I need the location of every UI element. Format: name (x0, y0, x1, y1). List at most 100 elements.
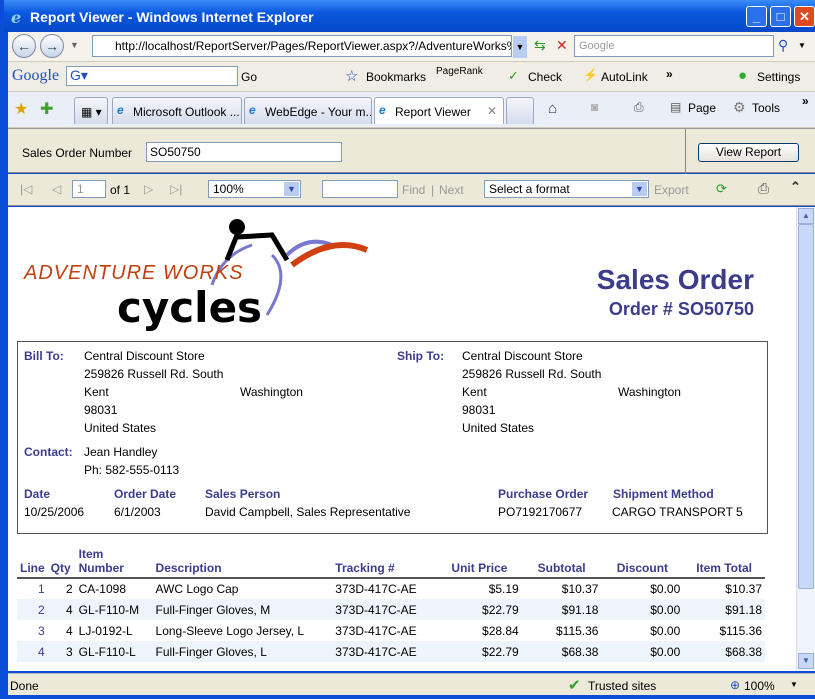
ship-to-label: Ship To: (397, 349, 445, 363)
ship-to-city: Kent (462, 385, 487, 399)
tab-report-viewer[interactable]: e Report Viewer ✕ (374, 97, 504, 124)
url-dropdown-icon[interactable]: ▼ (513, 36, 527, 58)
feeds-icon[interactable]: ◙ (591, 100, 599, 114)
page-menu[interactable]: Page (688, 101, 717, 115)
next-link[interactable]: Next (439, 183, 464, 197)
order-date-value: 6/1/2003 (114, 505, 161, 519)
url-text: http://localhost/ReportServer/Pages/Repo… (115, 39, 512, 53)
close-button[interactable]: ✕ (794, 6, 815, 27)
print-report-icon[interactable]: ⎙ (758, 180, 770, 196)
zoom-select[interactable]: 100% ▼ (208, 180, 301, 198)
security-zone[interactable]: Trusted sites (588, 679, 657, 693)
google-search-input[interactable]: G▾ (66, 66, 238, 86)
check-button[interactable]: Check (528, 70, 563, 84)
close-tab-icon[interactable]: ✕ (486, 104, 497, 118)
star-icon: ☆ (345, 68, 359, 85)
order-date-label: Order Date (114, 487, 177, 501)
collapse-icon[interactable]: ⌃ (790, 179, 801, 194)
table-cell: $22.79 (437, 599, 522, 620)
table-cell: LJ-0192-L (78, 623, 133, 638)
bookmarks-button[interactable]: Bookmarks (366, 70, 427, 84)
previous-page-icon[interactable]: ◁ (52, 182, 62, 196)
forward-button[interactable]: → (40, 34, 64, 58)
scroll-down-button[interactable]: ▼ (798, 653, 814, 669)
wand-icon: ⚡ (583, 68, 598, 82)
add-favorite-icon[interactable]: ✚ (40, 101, 54, 118)
purchase-order-value: PO7192170677 (498, 505, 583, 519)
logo-graphic (210, 219, 369, 316)
tools-menu[interactable]: Tools (752, 101, 781, 115)
next-page-icon[interactable]: ▷ (144, 182, 154, 196)
column-header: Line (17, 545, 48, 579)
view-report-button[interactable]: View Report (698, 143, 799, 162)
go-button[interactable]: Go (241, 70, 258, 84)
vertical-scrollbar[interactable]: ▲ ▼ (796, 207, 815, 671)
column-header: Discount (601, 545, 684, 579)
table-cell: $0.00 (650, 623, 681, 638)
contact-phone: Ph: 582-555-0113 (84, 463, 180, 477)
new-tab-button[interactable] (506, 97, 534, 124)
minimize-button[interactable]: _ (746, 6, 767, 27)
back-button[interactable]: ← (12, 34, 36, 58)
report-toolbar: |◁ ◁ 1 of 1 ▷ ▷| 100% ▼ Find | Next Selec… (8, 174, 815, 206)
url-input[interactable]: http://localhost/ReportServer/Pages/Repo… (92, 35, 512, 57)
pagerank-button[interactable]: PageRank (436, 66, 483, 77)
table-cell: $115.36 (719, 623, 763, 638)
stop-icon[interactable]: ✕ (556, 37, 568, 53)
refresh-icon[interactable]: ⇆ (534, 37, 546, 53)
tab-webedge[interactable]: e WebEdge - Your m... (244, 97, 372, 124)
settings-button[interactable]: Settings (757, 70, 801, 84)
home-icon[interactable]: ⌂ (548, 100, 558, 117)
date-value: 10/25/2006 (24, 505, 85, 519)
scroll-thumb[interactable] (798, 224, 814, 589)
more-chevron-icon[interactable]: » (666, 67, 673, 81)
autolink-button[interactable]: AutoLink (601, 70, 648, 84)
search-icon[interactable]: ⚲ (778, 37, 789, 53)
history-dropdown-icon[interactable]: ▼ (70, 40, 79, 50)
export-link[interactable]: Export (654, 183, 689, 197)
favorites-star-icon[interactable]: ★ (14, 101, 29, 118)
table-cell: $5.19 (488, 582, 519, 596)
column-header: Item Total (683, 545, 765, 579)
parameters-area: Sales Order Number View Report (8, 128, 815, 174)
find-input[interactable] (322, 180, 398, 198)
table-cell: 4 (17, 641, 48, 662)
bill-to-name: Central Discount Store (84, 349, 205, 363)
bill-to-country: United States (84, 421, 157, 435)
scroll-up-button[interactable]: ▲ (798, 208, 814, 224)
find-link[interactable]: Find (402, 183, 426, 197)
ie-icon: e (11, 8, 22, 27)
page-number-input[interactable]: 1 (72, 180, 106, 198)
table-cell: $0.00 (601, 599, 684, 620)
settings-status-icon: ● (738, 67, 748, 84)
report-title: Sales Order (596, 264, 754, 295)
zoom-dropdown-icon[interactable]: ▼ (790, 680, 798, 689)
column-header: Unit Price (437, 545, 522, 579)
search-input[interactable]: Google (574, 35, 774, 57)
table-row: 1 2 CA-1098 AWC Logo Cap 373D-417C-AE $5.19 $1… (17, 578, 765, 599)
table-cell: $68.38 (521, 641, 602, 662)
last-page-icon[interactable]: ▷| (170, 182, 183, 196)
table-cell: Full-Finger Gloves, L (152, 641, 333, 662)
table-cell: 1 (37, 582, 45, 596)
status-bar: Done ✔ Trusted sites ⊕ 100% ▼ (8, 673, 815, 695)
tab-outlook[interactable]: e Microsoft Outlook ... (112, 97, 242, 124)
export-format-select[interactable]: Select a format ▼ (484, 180, 649, 198)
purchase-order-label: Purchase Order (498, 487, 589, 501)
first-page-icon[interactable]: |◁ (20, 182, 33, 196)
maximize-button[interactable]: □ (770, 6, 791, 27)
zoom-level[interactable]: 100% (744, 679, 775, 693)
shipment-method-value: CARGO TRANSPORT 5 (612, 505, 743, 519)
quick-tabs-button[interactable]: ▦ ▾ (74, 97, 108, 124)
refresh-report-icon[interactable]: ⟳ (716, 181, 727, 196)
table-row: 4 3 GL-F110-L Full-Finger Gloves, L 373D-417… (17, 641, 765, 662)
search-options-icon[interactable]: ▼ (798, 41, 806, 50)
table-cell: $10.37 (725, 582, 762, 596)
tab-bar: ★ ✚ ▦ ▾ e Microsoft Outlook ... e WebEdge … (8, 92, 815, 128)
sales-order-input[interactable] (146, 142, 342, 162)
more-chevron-icon[interactable]: » (802, 94, 809, 108)
print-icon[interactable]: ⎙ (634, 100, 644, 114)
ie-icon: e (379, 103, 386, 117)
report-content: ADVENTURE WORKS cycles Sales Order Order… (8, 207, 796, 671)
